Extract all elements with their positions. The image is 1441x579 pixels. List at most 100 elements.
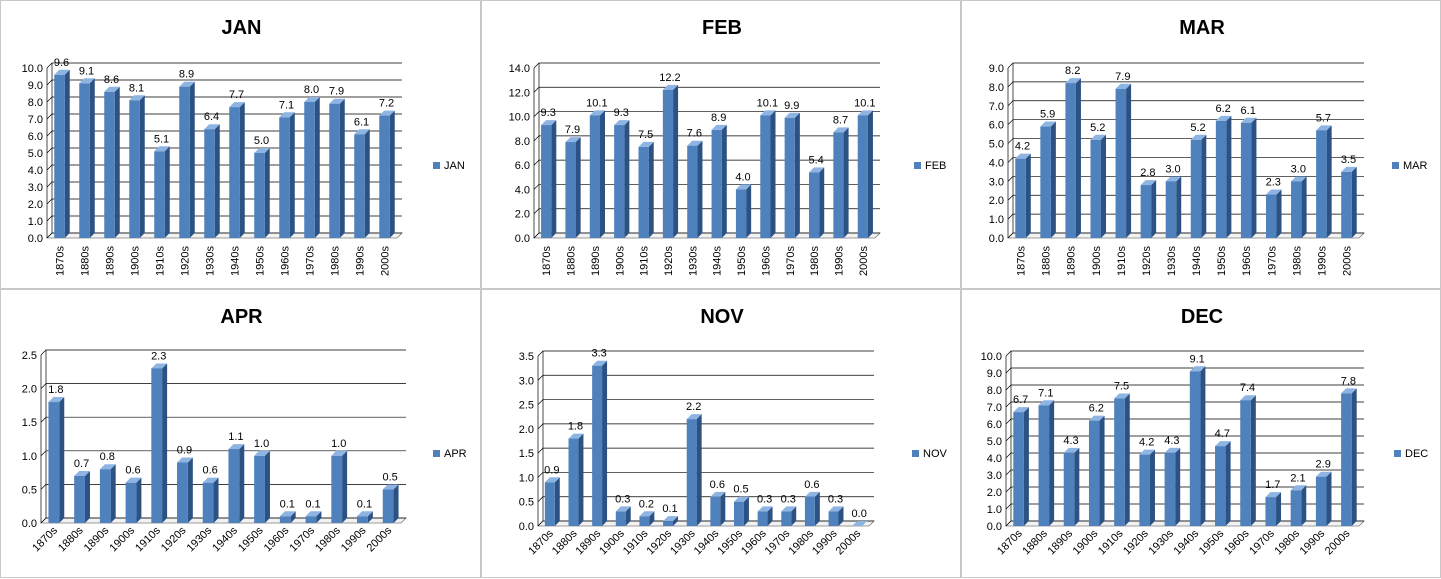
data-label: 4.2 — [1139, 437, 1154, 449]
bar — [735, 184, 752, 238]
data-label: 6.7 — [1013, 394, 1028, 406]
chart-floor — [40, 517, 407, 524]
y-tick-label: 7.0 — [989, 101, 1004, 113]
bar — [687, 140, 703, 238]
data-label: 8.2 — [1065, 65, 1080, 77]
gridline — [1005, 452, 1364, 459]
y-tick-label: 10.0 — [981, 351, 1002, 363]
data-label: 0.3 — [828, 493, 843, 505]
y-tick-label: 1.0 — [989, 214, 1004, 226]
x-tick-label: 1930s — [185, 524, 215, 554]
x-tick-label: 2000s — [365, 524, 395, 554]
bar — [1140, 180, 1157, 238]
bar — [179, 81, 195, 238]
x-tick-label: 1970s — [287, 524, 317, 554]
x-tick-label: 1880s — [550, 527, 580, 557]
bar — [757, 506, 773, 526]
gridline — [46, 79, 402, 86]
bar — [151, 363, 168, 523]
chart-svg: FEB 0.0 2.0 4.0 6.0 8.0 10.0 12.0 14.0 9.3 1870s 7.… — [509, 17, 947, 276]
data-label: 5.7 — [1316, 112, 1331, 124]
y-tick-label: 2.0 — [989, 195, 1004, 207]
chart-floor — [1005, 520, 1365, 527]
data-label: 0.6 — [804, 479, 819, 491]
bar — [379, 110, 395, 238]
chart-svg: NOV0.00.51.01.52.02.53.03.50.91870s1.818… — [519, 306, 948, 557]
data-label: 5.2 — [1090, 122, 1105, 134]
bar — [304, 97, 320, 238]
data-label: 0.9 — [177, 445, 192, 457]
data-label: 8.9 — [711, 112, 726, 124]
bar — [48, 397, 65, 523]
y-tick-label: 2.0 — [28, 199, 43, 211]
x-tick-label: 1950s — [1216, 246, 1228, 276]
data-label: 0.1 — [357, 498, 372, 510]
bar — [1240, 117, 1257, 238]
chart-floor — [1007, 232, 1365, 239]
bar — [1316, 125, 1332, 238]
x-tick-label: 1900s — [597, 527, 627, 557]
gridline — [1007, 194, 1364, 201]
bar — [279, 511, 296, 523]
gridline — [533, 135, 880, 142]
gridline — [533, 86, 880, 93]
legend-label: DEC — [1405, 448, 1428, 460]
x-tick-label: 1950s — [236, 524, 266, 554]
bar — [663, 516, 679, 526]
gridline — [537, 423, 874, 430]
x-tick-label: 1870s — [1016, 246, 1028, 276]
data-label: 0.6 — [710, 479, 725, 491]
bar — [541, 120, 557, 238]
data-label: 5.1 — [154, 133, 169, 145]
bar — [1341, 166, 1357, 238]
bar — [1291, 176, 1307, 238]
y-tick-label: 2.5 — [22, 350, 37, 362]
x-tick-label: 2000s — [858, 246, 870, 276]
gridline — [1007, 81, 1364, 88]
x-tick-label: 2000s — [834, 527, 864, 557]
x-tick-label: 1900s — [107, 524, 137, 554]
data-label: 9.1 — [79, 65, 94, 77]
bar — [1341, 388, 1357, 526]
x-tick-label: 1970s — [305, 246, 317, 276]
bar — [104, 86, 120, 238]
x-tick-label: 1870s — [55, 246, 67, 276]
data-label: 5.9 — [1040, 109, 1055, 121]
chart-panel-jan: JAN 0.0 1.0 2.0 3.0 4.0 5.0 6.0 7.0 8.0 9.0 10.0 9.6… — [0, 0, 481, 289]
bar — [279, 112, 295, 238]
y-tick-label: 1.5 — [22, 417, 37, 429]
gridline — [537, 350, 874, 357]
data-label: 7.5 — [638, 129, 653, 141]
data-label: 4.0 — [735, 171, 750, 183]
x-tick-label: 1920s — [644, 527, 674, 557]
data-label: 8.6 — [104, 74, 119, 86]
data-label: 2.3 — [151, 350, 166, 362]
gridline — [1005, 384, 1364, 391]
bar — [177, 457, 193, 523]
x-tick-label: 1920s — [1141, 246, 1153, 276]
y-tick-label: 9.0 — [987, 368, 1002, 380]
x-tick-label: 1990s — [1316, 246, 1328, 276]
data-label: 4.3 — [1063, 435, 1078, 447]
y-tick-label: 3.0 — [989, 176, 1004, 188]
bar — [711, 124, 727, 238]
data-label: 7.2 — [379, 98, 394, 110]
x-tick-label: 1920s — [1121, 527, 1151, 557]
chart-title: JAN — [221, 17, 261, 39]
bar — [129, 95, 145, 238]
y-tick-label: 5.0 — [28, 148, 43, 160]
x-tick-label: 1980s — [313, 524, 343, 554]
data-label: 0.6 — [202, 465, 217, 477]
x-tick-label: 1980s — [330, 246, 342, 276]
chart-title: APR — [220, 306, 263, 328]
x-tick-label: 1920s — [663, 246, 675, 276]
x-tick-label: 1930s — [1146, 527, 1176, 557]
x-tick-label: 1980s — [809, 246, 821, 276]
x-tick-label: 1930s — [687, 246, 699, 276]
gridline — [537, 374, 874, 381]
gridline — [1005, 435, 1364, 442]
gridline — [537, 399, 874, 405]
x-tick-label: 1930s — [1166, 246, 1178, 276]
x-tick-label: 1970s — [785, 246, 797, 276]
bar — [1240, 395, 1256, 526]
